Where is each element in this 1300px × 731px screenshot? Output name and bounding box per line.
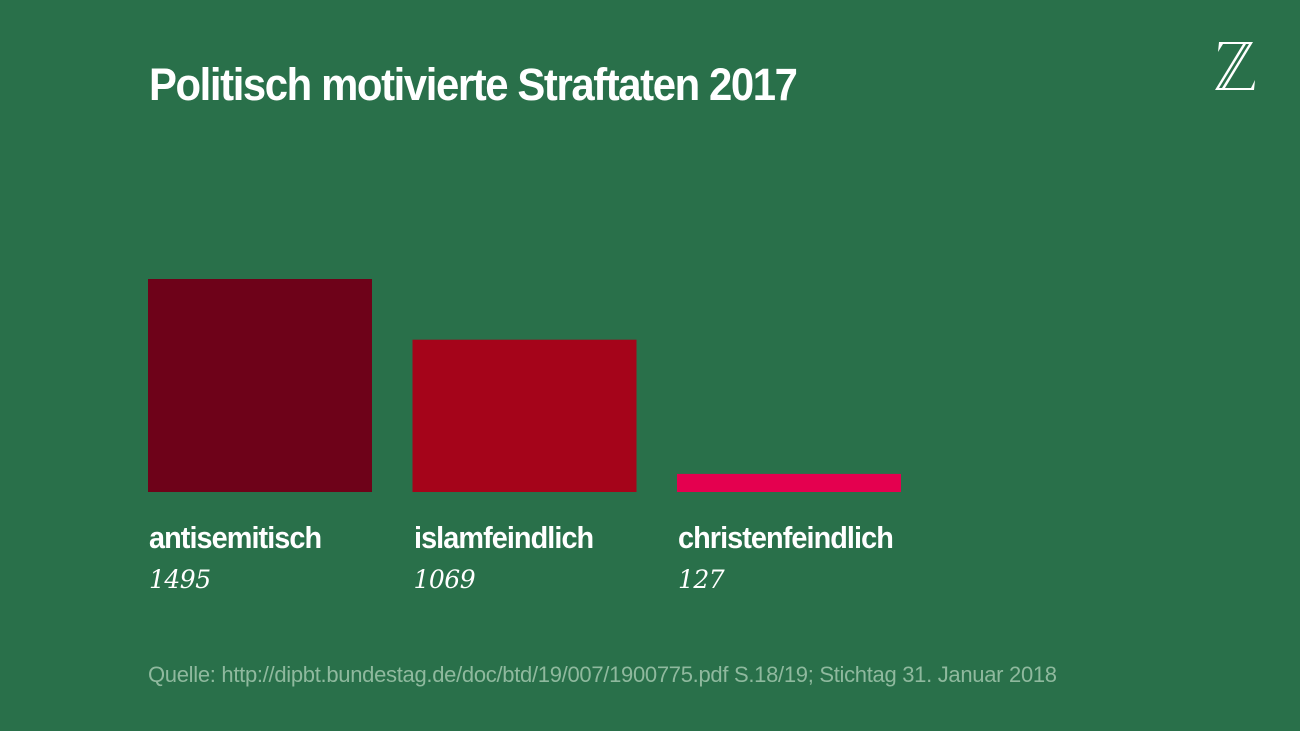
bar-antisemitisch [148,279,372,492]
zeit-z-logo-icon [1215,42,1255,90]
bar-christenfeindlich [677,473,901,492]
category-label-antisemitisch: antisemitisch [149,520,322,555]
value-label-antisemitisch: 1495 [149,565,211,594]
category-label-christenfeindlich: christenfeindlich [678,520,894,555]
category-label-islamfeindlich: islamfeindlich [413,520,594,555]
bar-islamfeindlich [412,339,637,492]
value-label-islamfeindlich: 1069 [413,565,476,594]
source-note: Quelle: http://dipbt.bundestag.de/doc/bt… [148,662,1057,687]
chart-title: Politisch motivierte Straftaten 2017 [149,59,798,110]
value-label-christenfeindlich: 127 [678,565,725,594]
